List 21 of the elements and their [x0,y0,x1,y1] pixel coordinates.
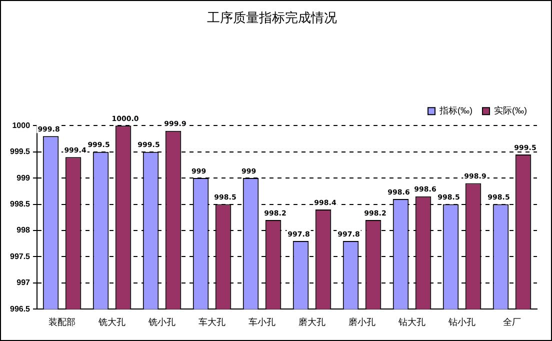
x-tick-label: 铣大孔 [98,317,126,328]
x-tick-label: 全厂 [503,317,521,328]
legend-label: 指标(‰) [438,106,473,116]
y-tick-label: 997.5 [10,252,31,261]
y-tick-label: 999 [16,173,31,182]
x-tick-label: 钻小孔 [448,317,476,328]
y-tick-label: 999.5 [10,147,31,156]
y-tick-label: 998 [16,226,31,235]
x-tick-label: 车大孔 [198,317,226,328]
x-tick-label: 磨大孔 [298,317,326,328]
y-tick-label: 998.5 [10,199,31,208]
y-tick-label: 997 [16,278,31,288]
x-tick-label: 装配部 [48,317,76,328]
x-tick-label: 铣小孔 [148,317,176,328]
x-tick-label: 磨小孔 [348,317,376,328]
y-tick-label: 1000 [12,120,31,130]
x-tick-label: 车小孔 [248,317,276,328]
chart-title: 工序质量指标完成情况 [207,10,337,26]
y-tick-label: 996.5 [10,304,31,314]
legend-label: 实际(‰) [494,106,528,116]
x-tick-label: 钻大孔 [398,317,426,328]
